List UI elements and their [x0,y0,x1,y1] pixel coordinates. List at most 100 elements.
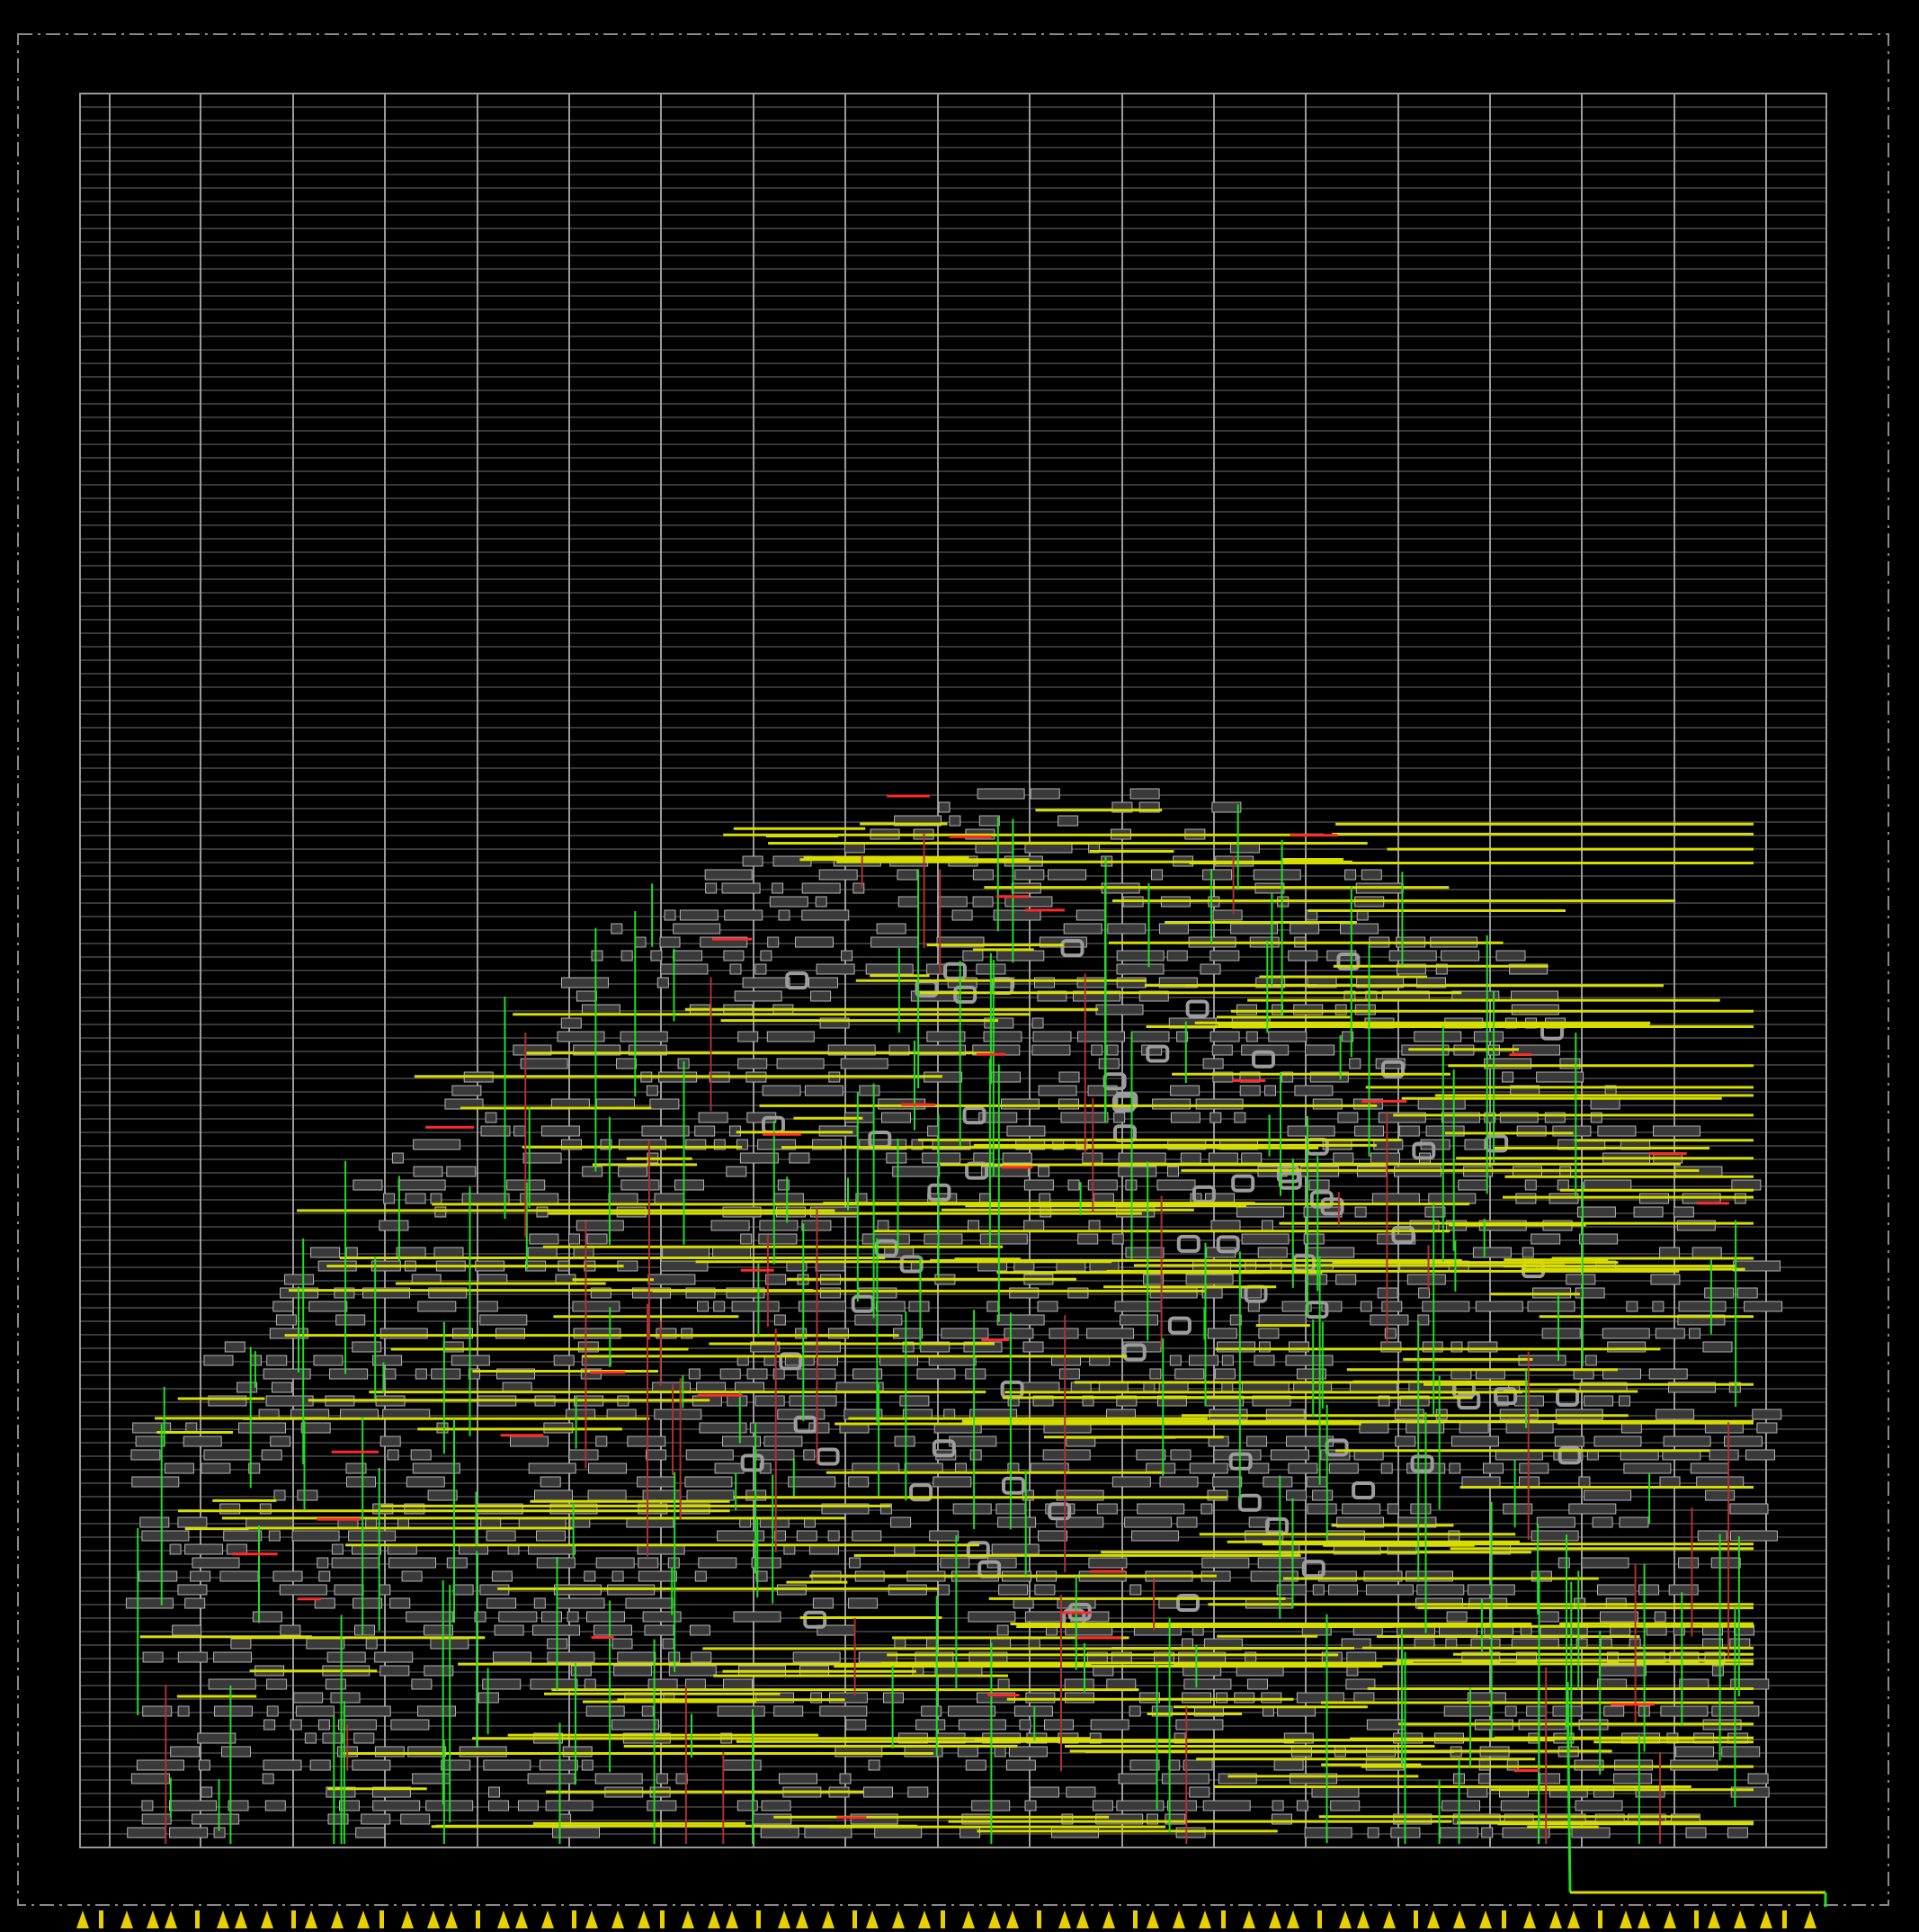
standard-cell [582,1166,603,1177]
io-pin-triangle-icon [497,1910,510,1928]
standard-cell [1241,1382,1290,1393]
standard-cell [1022,1489,1034,1501]
standard-cell [1576,1206,1616,1218]
standard-cell [827,1044,876,1056]
standard-cell [795,936,834,948]
standard-cell [840,1058,888,1069]
standard-cell [1245,1031,1258,1042]
standard-cell [1309,1071,1349,1083]
standard-cell [641,1125,690,1137]
standard-cell [1727,1827,1748,1838]
standard-cell [230,1638,252,1650]
standard-cell [795,1328,808,1339]
standard-cell [1531,1570,1552,1582]
io-pin-bar-icon [1133,1910,1138,1928]
standard-cell [714,1462,745,1474]
standard-cell [854,1314,903,1326]
standard-cell [479,1314,528,1326]
standard-cell [536,1206,549,1218]
standard-cell [1212,1071,1234,1083]
standard-cell [1484,1112,1496,1123]
standard-cell [972,896,994,908]
standard-cell [758,1233,798,1245]
standard-cell [819,1705,868,1717]
standard-cell [957,1746,978,1758]
standard-cell [808,1422,830,1434]
standard-cell [1253,869,1301,881]
standard-cell [1396,963,1426,975]
standard-cell [1149,1287,1198,1299]
standard-cell [962,950,984,962]
standard-cell [1183,1678,1232,1690]
via [1216,1235,1240,1254]
standard-cell [517,1800,539,1811]
io-pin-triangle-icon [1357,1910,1370,1928]
standard-cell [1169,1355,1182,1366]
standard-cell [850,1813,898,1825]
standard-cell [1484,1058,1532,1069]
standard-cell [996,1314,1045,1326]
standard-cell [1031,1017,1044,1029]
standard-cell [991,1071,1021,1083]
standard-cell [646,1449,666,1461]
standard-cell [761,1800,791,1811]
standard-cell [941,1328,989,1339]
via [943,962,967,980]
standard-cell [1428,1193,1477,1204]
standard-cell [1554,1436,1584,1447]
standard-cell [1697,1530,1727,1542]
standard-cell [1076,977,1107,988]
standard-cell [1584,1489,1632,1501]
standard-cell [520,1058,568,1069]
standard-cell [417,1301,457,1312]
standard-cell [668,1665,717,1677]
standard-cell [1598,1665,1647,1677]
standard-cell [849,1557,861,1569]
standard-cell [788,1476,836,1488]
standard-cell [411,1678,433,1690]
standard-cell [892,1166,941,1177]
standard-cell [1272,1800,1284,1811]
standard-cell [268,1530,281,1542]
standard-cell [1677,1314,1726,1326]
standard-cell [1288,950,1318,962]
standard-cell [1229,1314,1242,1326]
io-pin-triangle-icon [1076,1910,1089,1928]
standard-cell [1247,1678,1268,1690]
standard-cell [620,1179,660,1191]
standard-cell [397,1179,446,1191]
standard-cell [1673,1206,1694,1218]
standard-cell [1729,1503,1769,1515]
standard-cell [861,1233,910,1245]
standard-cell [915,1719,946,1731]
standard-cell [1381,1301,1403,1312]
standard-cell [1540,1773,1560,1784]
standard-cell [1120,1314,1158,1326]
io-pin-triangle-icon [866,1910,879,1928]
standard-cell [495,1328,525,1339]
standard-cell [1143,1382,1156,1393]
standard-cell [488,1786,500,1798]
standard-cell [446,1557,468,1569]
standard-cell [924,1233,963,1245]
standard-cell [1450,1436,1499,1447]
standard-cell [650,950,663,962]
standard-cell [1149,1368,1162,1380]
standard-cell [968,1611,1016,1623]
standard-cell [540,1125,580,1137]
standard-cell [184,1597,206,1609]
standard-cell [1263,1476,1293,1488]
via [932,1439,956,1458]
standard-cell [1685,1827,1707,1838]
standard-cell [1116,963,1165,975]
standard-cell [1449,1462,1461,1474]
standard-cell [407,1746,447,1758]
standard-cell [642,1611,682,1623]
standard-cell [1448,1530,1460,1542]
standard-cell [1603,1705,1625,1717]
standard-cell [1116,1206,1156,1218]
standard-cell [1166,1800,1197,1811]
standard-cell [1030,788,1060,800]
standard-cell [433,1247,464,1258]
